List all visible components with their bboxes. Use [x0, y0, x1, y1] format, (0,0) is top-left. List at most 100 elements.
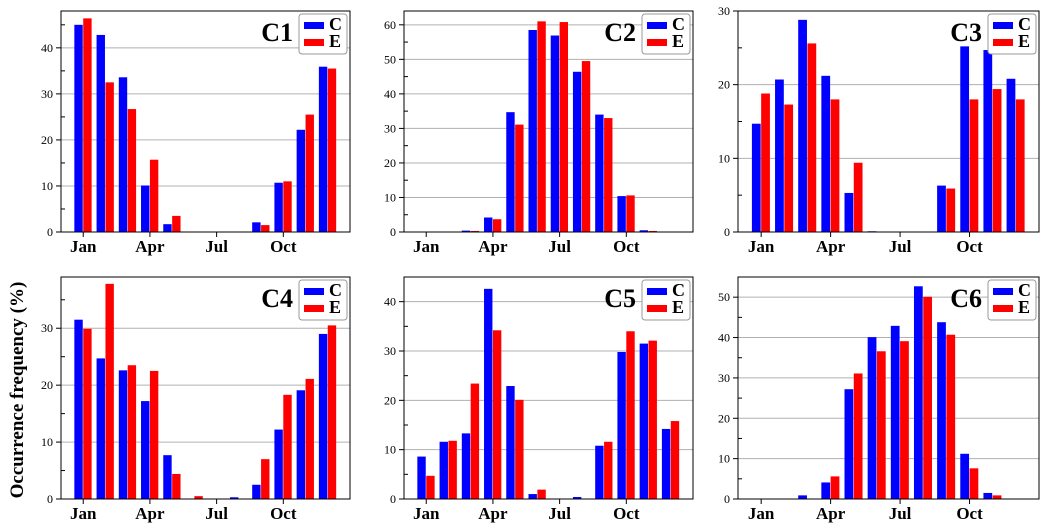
bar-e-aug — [923, 296, 932, 499]
bar-c-aug — [572, 71, 582, 233]
legend-label-e: E — [672, 297, 684, 317]
bar-c-may — [506, 386, 515, 499]
bar-e-apr — [149, 159, 159, 232]
bar-e-sep — [604, 441, 613, 499]
bar-e-dec — [327, 325, 337, 499]
legend: CE — [298, 13, 348, 55]
bar-c-oct — [274, 182, 283, 232]
bar-e-may — [853, 162, 863, 232]
x-tick-label-apr: Apr — [478, 237, 508, 256]
panel-title: C4 — [261, 284, 293, 313]
bar-e-jan — [83, 18, 92, 232]
bar-c-oct — [274, 429, 283, 499]
bar-c-aug — [572, 497, 582, 499]
bar-e-apr — [830, 476, 840, 499]
bar-e-jun — [537, 21, 546, 232]
bar-e-jan — [761, 93, 770, 232]
bar-c-sep — [252, 222, 261, 232]
bar-c-dec — [1006, 78, 1016, 232]
y-tick-label: 20 — [41, 378, 53, 392]
legend-label-c: C — [1018, 280, 1031, 300]
legend-swatch-e — [993, 305, 1013, 312]
legend-swatch-c — [993, 288, 1013, 295]
panel-title: C1 — [261, 18, 293, 47]
bar-e-dec — [1015, 99, 1025, 233]
bar-c-sep — [595, 114, 604, 232]
bar-e-oct — [283, 181, 292, 232]
bar-c-nov — [983, 492, 993, 499]
bar-e-feb — [105, 283, 114, 499]
legend: CE — [298, 279, 348, 321]
y-tick-label: 20 — [718, 78, 730, 92]
bar-c-nov — [639, 343, 649, 499]
bar-c-may — [844, 389, 854, 499]
legend-swatch-c — [993, 22, 1013, 29]
bar-c-feb — [775, 79, 784, 232]
bar-e-may — [853, 373, 863, 499]
x-tick-label-oct: Oct — [613, 237, 640, 256]
bar-c-nov — [639, 230, 649, 232]
x-tick-label-jan: Jan — [70, 504, 97, 523]
panel-title: C6 — [950, 284, 982, 313]
bar-e-may — [172, 215, 181, 232]
bar-c-apr — [141, 401, 150, 499]
y-tick-label: 40 — [384, 295, 396, 309]
bar-c-sep — [252, 484, 261, 499]
bar-e-mar — [127, 365, 137, 499]
bar-e-apr — [492, 330, 502, 499]
bar-e-apr — [492, 219, 502, 232]
y-tick-label: 40 — [41, 41, 53, 55]
bar-c-dec — [318, 66, 328, 232]
y-tick-label: 60 — [384, 18, 396, 32]
bar-e-oct — [969, 99, 979, 233]
bar-c-jan — [751, 123, 761, 232]
x-tick-label-oct: Oct — [956, 237, 983, 256]
bar-e-feb — [105, 82, 114, 232]
legend-swatch-c — [647, 22, 667, 29]
y-tick-label: 0 — [724, 225, 730, 239]
panel-title: C2 — [604, 18, 636, 47]
y-tick-label: 10 — [718, 452, 730, 466]
plot-frame — [60, 276, 351, 500]
y-tick-label: 30 — [384, 344, 396, 358]
y-tick-label: 0 — [724, 492, 730, 506]
x-tick-label-apr: Apr — [816, 504, 846, 523]
bar-e-feb — [784, 104, 794, 232]
bar-c-nov — [296, 390, 306, 499]
bar-e-sep — [261, 225, 270, 232]
x-tick-label-jan: Jan — [413, 237, 440, 256]
bar-c-mar — [798, 495, 807, 499]
bar-c-mar — [118, 370, 128, 499]
y-tick-label: 20 — [718, 411, 730, 425]
bar-e-mar — [470, 383, 480, 499]
bar-c-feb — [439, 441, 448, 499]
bar-e-jan — [83, 328, 92, 499]
bar-c-nov — [983, 50, 993, 232]
bar-c-jan — [74, 24, 83, 232]
y-tick-label: 0 — [47, 492, 53, 506]
legend-label-e: E — [329, 297, 341, 317]
bar-e-jan — [426, 475, 435, 499]
legend-label-c: C — [329, 280, 342, 300]
y-tick-label: 0 — [47, 225, 53, 239]
bar-e-nov — [648, 230, 657, 232]
bar-e-may — [515, 124, 524, 232]
bar-c-jun — [867, 337, 877, 499]
bar-c-oct — [960, 453, 970, 499]
y-tick-label: 10 — [41, 179, 53, 193]
y-tick-label: 30 — [718, 4, 730, 18]
x-tick-label-jan: Jan — [413, 504, 440, 523]
bar-e-oct — [626, 195, 635, 232]
bar-c-mar — [798, 19, 807, 233]
bar-e-may — [515, 399, 524, 499]
x-tick-label-jul: Jul — [889, 237, 912, 256]
bar-e-mar — [807, 43, 817, 233]
y-tick-label: 10 — [718, 151, 730, 165]
bar-c-sep — [937, 185, 946, 232]
x-tick-label-jul: Jul — [205, 504, 228, 523]
bar-c-apr — [484, 217, 493, 232]
bar-c-aug — [913, 286, 923, 499]
